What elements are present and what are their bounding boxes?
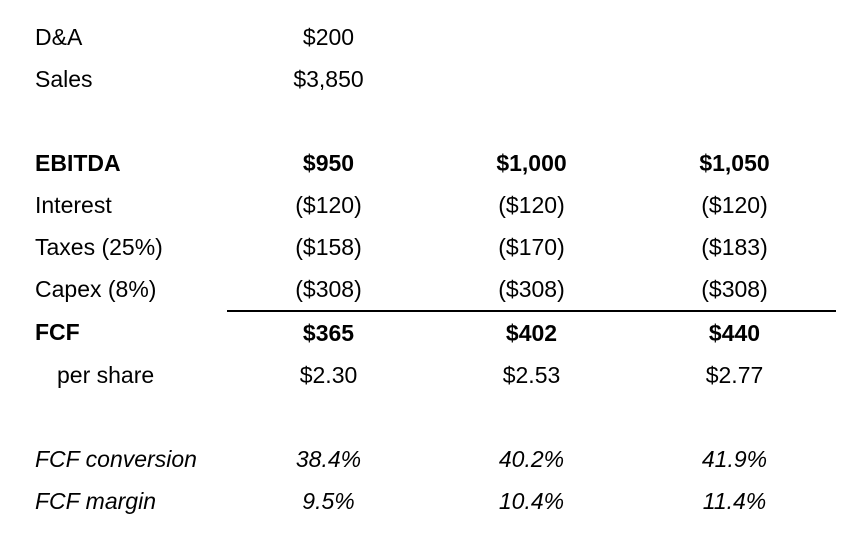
row-label: FCF bbox=[35, 319, 80, 345]
row-label: FCF conversion bbox=[35, 445, 197, 472]
spacer-row bbox=[35, 100, 836, 142]
cell-value bbox=[227, 100, 430, 142]
cell-value: ($308) bbox=[498, 275, 565, 302]
cell-value: $1,050 bbox=[699, 149, 770, 176]
cell-value: $950 bbox=[302, 149, 355, 176]
cell-value: $2.77 bbox=[705, 361, 764, 388]
row-label: FCF margin bbox=[35, 487, 156, 514]
cell-value: ($120) bbox=[498, 191, 565, 218]
cell-value bbox=[430, 16, 633, 58]
cell-value bbox=[633, 58, 836, 100]
row-label: per share bbox=[57, 361, 155, 388]
cell-value: ($120) bbox=[295, 191, 362, 218]
row-label: EBITDA bbox=[35, 149, 121, 176]
cell-value: $2.30 bbox=[299, 361, 358, 388]
cell-value: $402 bbox=[430, 310, 633, 354]
cell-value bbox=[633, 16, 836, 58]
row-label bbox=[35, 396, 227, 438]
row-label: Capex (8%) bbox=[35, 276, 157, 302]
row-label bbox=[35, 100, 227, 142]
cell-value bbox=[633, 396, 836, 438]
row-label: Sales bbox=[35, 65, 93, 92]
cell-value: $365 bbox=[227, 310, 430, 354]
cell-value: 10.4% bbox=[498, 487, 565, 514]
cell-value: ($308) bbox=[701, 275, 768, 302]
cell-value: $440 bbox=[633, 310, 836, 354]
cell-value: ($308) bbox=[295, 275, 362, 302]
table-row: Taxes (25%) ($158) ($170) ($183) bbox=[35, 226, 836, 268]
table-row: EBITDA $950 $1,000 $1,050 bbox=[35, 142, 836, 184]
row-label: Taxes (25%) bbox=[35, 233, 163, 260]
cell-value: 41.9% bbox=[701, 445, 768, 472]
table-row: Interest ($120) ($120) ($120) bbox=[35, 184, 836, 226]
row-label: Interest bbox=[35, 191, 112, 218]
cell-value: $2.53 bbox=[502, 361, 561, 388]
cell-value: ($170) bbox=[498, 233, 565, 260]
financial-table: D&A $200 Sales $3,850 EBITDA $950 $1,000 $1,050… bbox=[35, 16, 836, 522]
cell-value: ($158) bbox=[295, 233, 362, 260]
cell-value: 40.2% bbox=[498, 445, 565, 472]
cell-value: 11.4% bbox=[702, 487, 767, 514]
cell-value bbox=[430, 100, 633, 142]
cell-value: 9.5% bbox=[302, 487, 355, 514]
table-row: Capex (8%) ($308) ($308) ($308) bbox=[35, 268, 836, 311]
financial-table-body: D&A $200 Sales $3,850 EBITDA $950 $1,000 $1,050… bbox=[35, 16, 836, 522]
cell-value bbox=[430, 396, 633, 438]
table-row: D&A $200 bbox=[35, 16, 836, 58]
cell-value: 38.4% bbox=[295, 445, 362, 472]
cell-value: $200 bbox=[302, 23, 355, 50]
row-label: D&A bbox=[35, 23, 83, 50]
table-row: FCF conversion 38.4% 40.2% 41.9% bbox=[35, 438, 836, 480]
table-row: Sales $3,850 bbox=[35, 58, 836, 100]
cell-value bbox=[430, 58, 633, 100]
cell-value: $1,000 bbox=[496, 149, 567, 176]
spacer-row bbox=[35, 396, 836, 438]
table-row: per share $2.30 $2.53 $2.77 bbox=[35, 354, 836, 396]
table-row: FCF margin 9.5% 10.4% 11.4% bbox=[35, 480, 836, 522]
cell-value: $3,850 bbox=[293, 65, 364, 92]
cell-value bbox=[633, 100, 836, 142]
table-row: FCF $365 $402 $440 bbox=[35, 310, 836, 354]
cell-value: ($120) bbox=[701, 191, 768, 218]
cell-value: ($183) bbox=[701, 233, 768, 260]
cell-value bbox=[227, 396, 430, 438]
